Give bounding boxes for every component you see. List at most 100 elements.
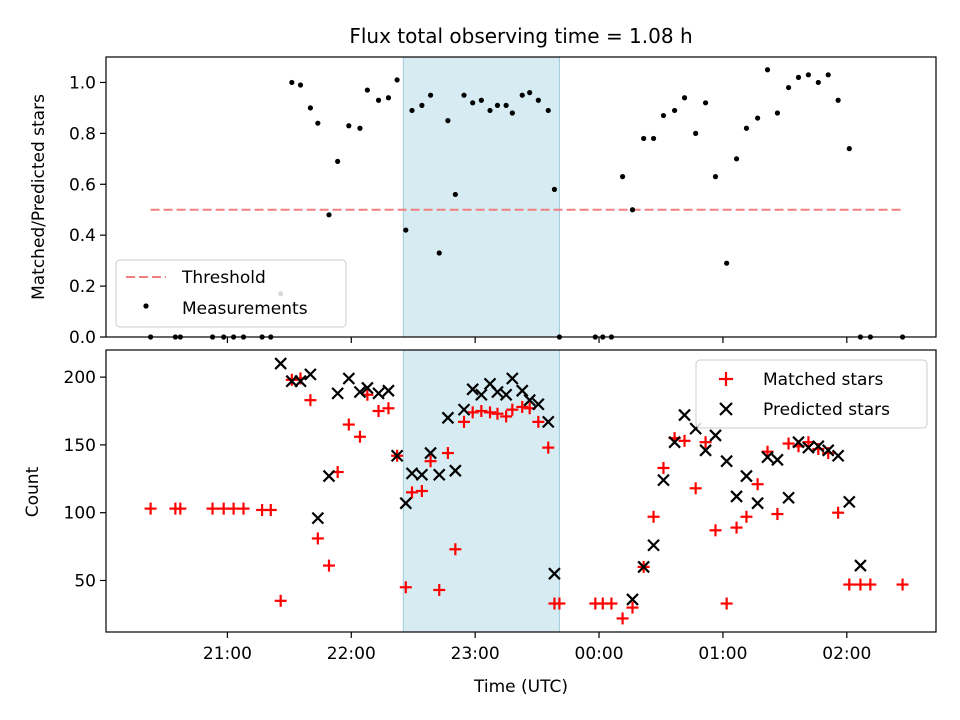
- matched-star-point: [740, 510, 753, 523]
- predicted-star-point: [372, 387, 385, 400]
- measurement-point: [825, 72, 831, 78]
- measurement-point: [364, 87, 370, 93]
- measurement-point: [346, 123, 352, 129]
- measurement-point: [733, 156, 740, 162]
- predicted-star-point: [294, 374, 307, 388]
- measurement-point: [307, 105, 314, 111]
- y-tick-label: 1.0: [69, 73, 96, 93]
- predicted-star-point: [424, 446, 437, 460]
- measurement-point: [693, 130, 699, 136]
- measurement-point: [436, 250, 442, 256]
- y-tick-label: 0.2: [69, 277, 96, 297]
- predicted-star-point: [311, 511, 325, 525]
- y-tick-label: 200: [64, 368, 96, 388]
- predicted-star-point: [541, 415, 555, 429]
- bottom-x-ticks: 21:00 22:00 23:00 00:00 01:00 02:00: [203, 632, 871, 664]
- matched-star-point: [311, 532, 324, 545]
- measurement-point: [641, 135, 647, 142]
- matched-star-point: [751, 478, 764, 491]
- matched-star-point: [382, 402, 395, 415]
- predicted-star-point: [399, 496, 413, 510]
- matched-star-point: [657, 461, 670, 474]
- measurement-point: [629, 207, 636, 213]
- matched-star-point: [466, 406, 479, 419]
- top-x-ticks: [226, 337, 848, 343]
- measurement-point: [672, 107, 678, 114]
- predicted-star-point: [415, 468, 429, 482]
- measurement-point: [702, 100, 709, 106]
- predicted-star-point: [751, 496, 764, 510]
- measurement-point: [724, 260, 730, 266]
- top-y-axis-label: Matched/Predicted stars: [29, 94, 49, 300]
- predicted-star-point: [831, 449, 845, 463]
- predicted-star-point: [322, 469, 336, 483]
- measurement-point: [335, 158, 341, 164]
- predicted-star-point: [626, 593, 639, 606]
- predicted-star-point: [699, 444, 712, 457]
- measurement-points: [147, 67, 906, 340]
- predicted-star-point: [457, 403, 471, 416]
- y-tick-label: 0.4: [69, 226, 96, 246]
- matched-star-point: [542, 441, 555, 454]
- predicted-star-point: [821, 444, 835, 457]
- measurement-point: [487, 107, 493, 114]
- top-y-ticks: 0.0 0.2 0.4 0.6 0.8 1.0: [69, 73, 106, 348]
- matched-star-point: [553, 597, 566, 610]
- predicted-star-point: [274, 357, 287, 370]
- predicted-star-point: [678, 408, 691, 422]
- measurement-point: [681, 95, 688, 101]
- x-tick-label: 01:00: [698, 644, 747, 664]
- predicted-star-point: [304, 368, 317, 381]
- predicted-star-point: [405, 467, 419, 480]
- legend-matched-label: Matched stars: [763, 370, 883, 390]
- measurement-point: [503, 102, 509, 108]
- matched-star-point: [342, 418, 355, 431]
- matched-star-point: [491, 407, 504, 420]
- predicted-star-point: [709, 429, 722, 442]
- bottom-axes-frame: [105, 349, 937, 633]
- predicted-star-point: [792, 435, 805, 449]
- matched-star-point: [647, 510, 660, 523]
- measurement-point: [743, 125, 750, 131]
- matched-star-point: [699, 436, 712, 449]
- measurement-point: [785, 84, 792, 91]
- predicted-stars-points: [274, 357, 867, 606]
- predicted-star-point: [432, 468, 446, 482]
- measurement-point: [795, 74, 802, 80]
- x-tick-label: 02:00: [822, 644, 871, 664]
- y-tick-label: 0.8: [69, 124, 96, 144]
- measurement-point: [297, 82, 304, 88]
- matched-star-point: [304, 394, 317, 407]
- predicted-star-point: [441, 411, 455, 425]
- matched-star-point: [506, 403, 519, 416]
- measurement-point: [551, 186, 558, 192]
- matched-star-point: [896, 578, 909, 591]
- measurement-point: [712, 174, 719, 180]
- highlight-band-top: [402, 56, 560, 338]
- measurement-point: [764, 67, 771, 73]
- y-tick-label: 50: [74, 571, 96, 591]
- x-tick-label: 21:00: [203, 644, 252, 664]
- predicted-star-point: [657, 473, 670, 487]
- matched-star-point: [274, 594, 287, 607]
- matched-star-point: [532, 415, 545, 428]
- matched-star-point: [500, 410, 513, 423]
- predicted-star-point: [475, 388, 488, 402]
- measurement-point: [650, 135, 657, 142]
- x-axis-label: Time (UTC): [473, 677, 568, 697]
- matched-star-point: [441, 447, 454, 460]
- measurement-point: [357, 125, 363, 131]
- predicted-star-point: [361, 381, 374, 395]
- x-tick-label: 23:00: [451, 644, 500, 664]
- measurement-point: [470, 100, 476, 106]
- y-tick-label: 100: [64, 504, 96, 524]
- matched-star-point: [424, 455, 437, 468]
- matched-star-point: [449, 543, 462, 556]
- predicted-star-point: [668, 435, 681, 449]
- predicted-star-point: [506, 372, 519, 385]
- predicted-star-point: [523, 393, 536, 407]
- top-axes-frame: [105, 56, 937, 338]
- predicted-star-point: [382, 384, 395, 397]
- measurement-point: [419, 102, 425, 108]
